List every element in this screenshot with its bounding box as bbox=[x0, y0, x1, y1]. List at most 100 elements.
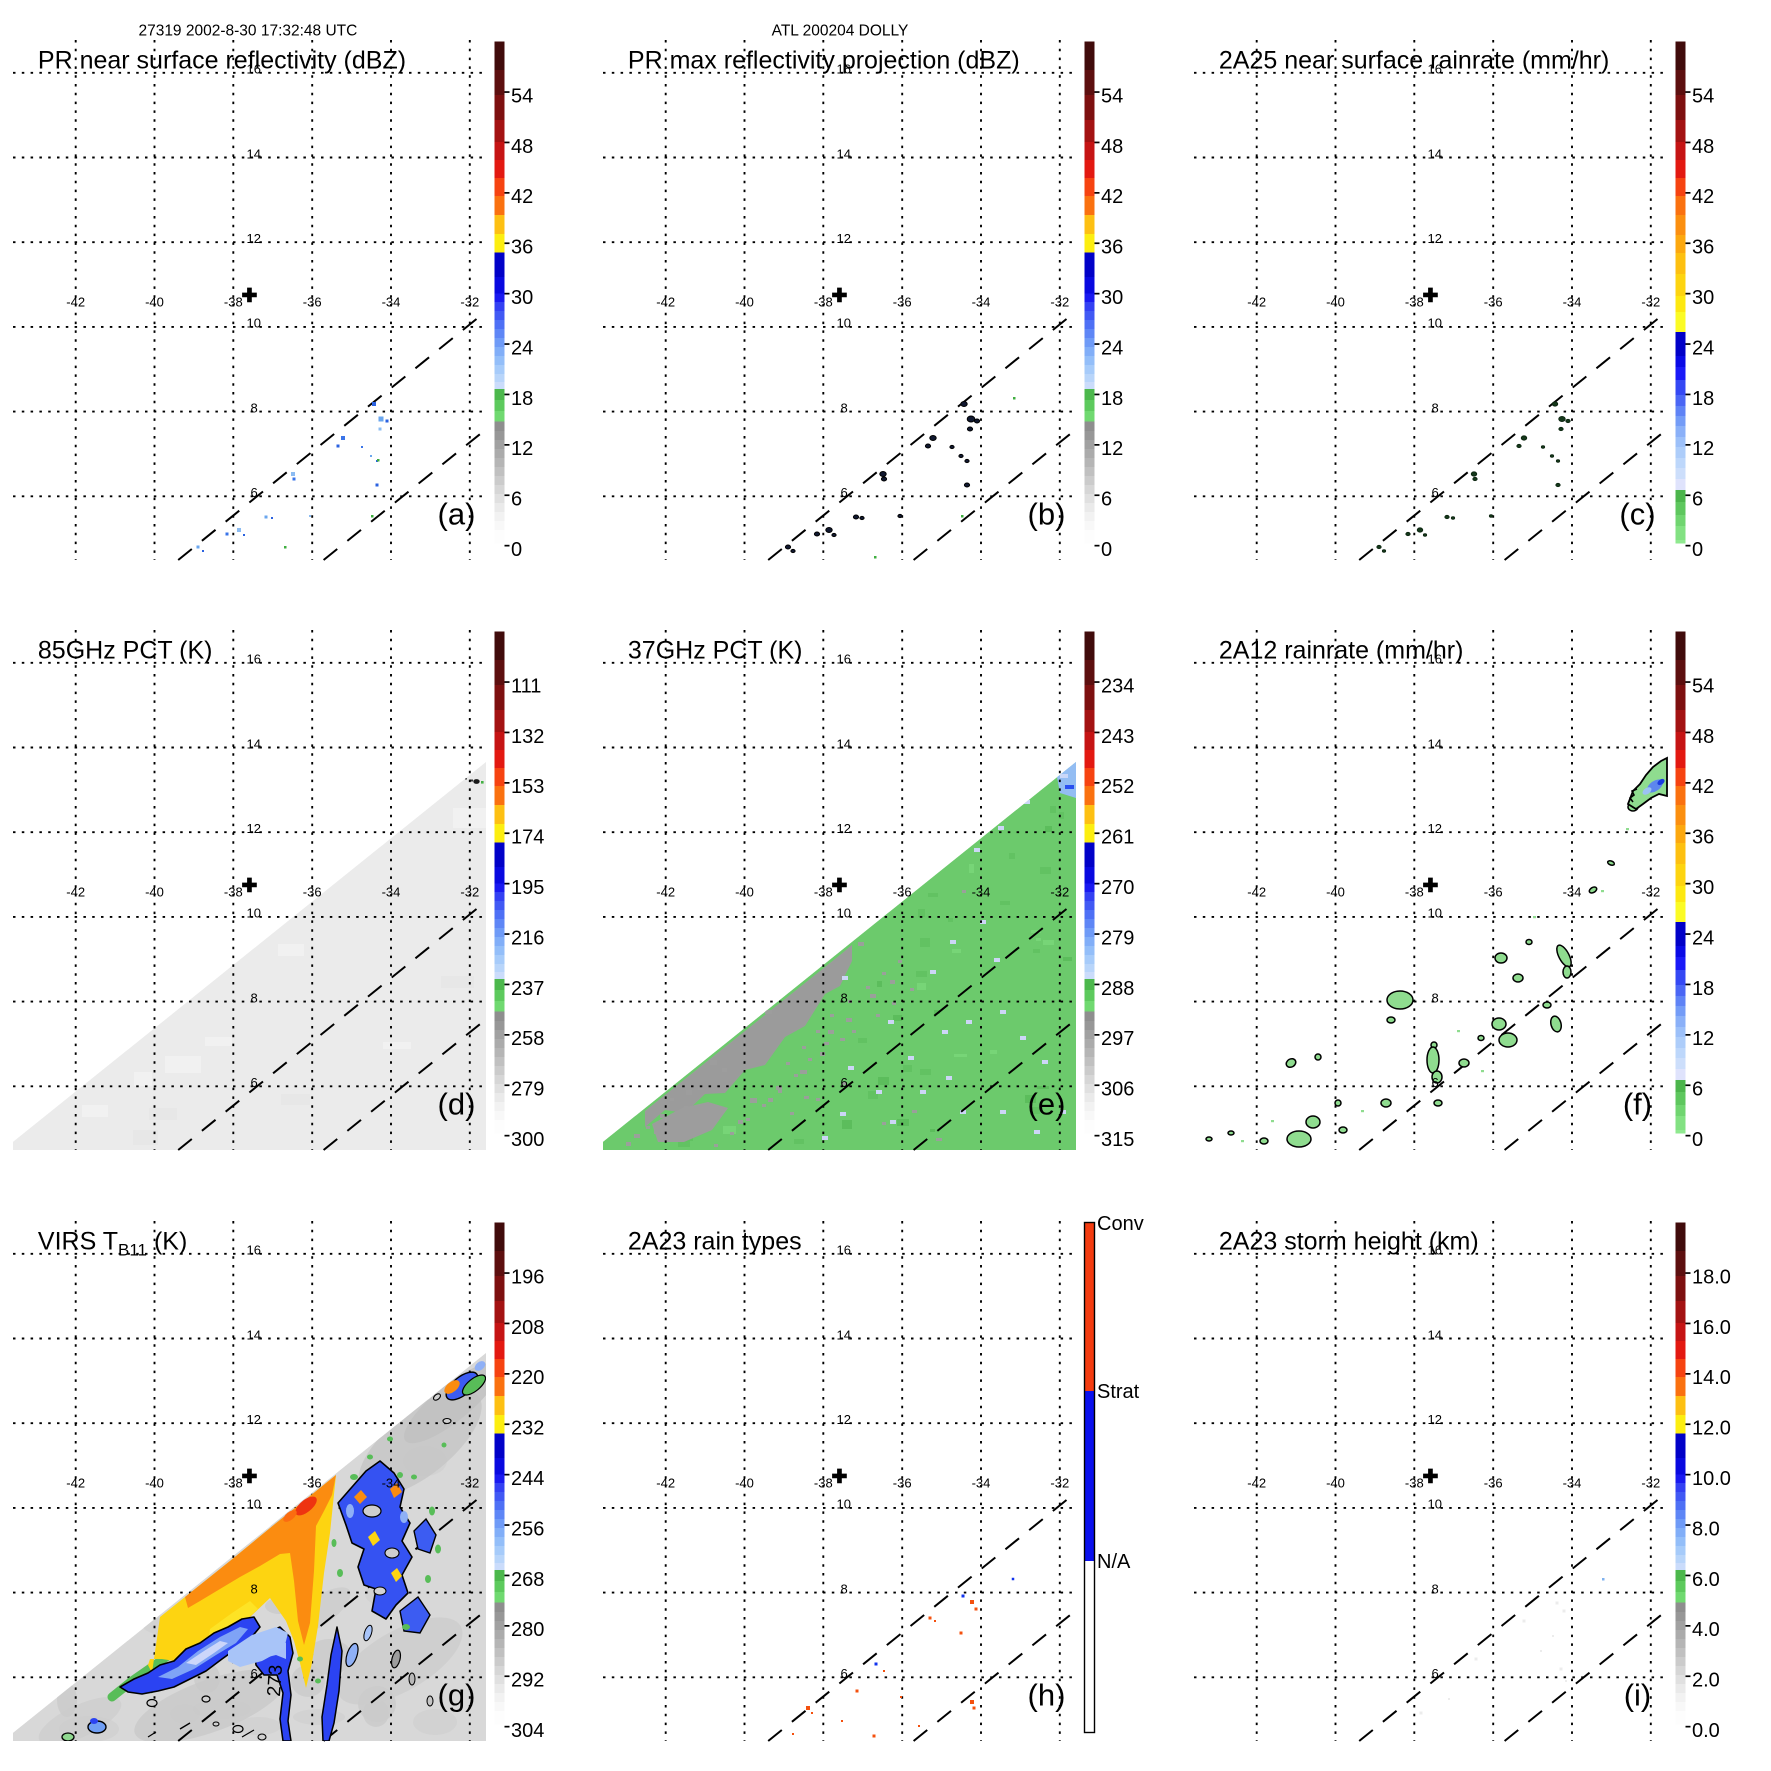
svg-text:-32: -32 bbox=[1051, 295, 1070, 310]
svg-text:14: 14 bbox=[247, 146, 261, 161]
svg-text:12: 12 bbox=[1427, 1412, 1441, 1427]
svg-text:216: 216 bbox=[511, 928, 544, 950]
svg-text:-36: -36 bbox=[1483, 1475, 1502, 1490]
svg-text:6: 6 bbox=[841, 1666, 848, 1681]
svg-text:30: 30 bbox=[1101, 287, 1123, 309]
svg-text:Conv: Conv bbox=[1097, 1213, 1144, 1235]
svg-text:12: 12 bbox=[837, 231, 851, 246]
svg-text:14: 14 bbox=[837, 1327, 851, 1342]
svg-text:-38: -38 bbox=[1405, 885, 1424, 900]
svg-text:PR near surface reflectivity (: PR near surface reflectivity (dBZ) bbox=[38, 47, 406, 75]
svg-text:6: 6 bbox=[1431, 485, 1438, 500]
svg-text:14: 14 bbox=[1427, 737, 1441, 752]
svg-text:24: 24 bbox=[1101, 337, 1123, 359]
svg-text:10.0: 10.0 bbox=[1692, 1468, 1731, 1490]
svg-text:288: 288 bbox=[1101, 978, 1134, 1000]
svg-text:-32: -32 bbox=[1641, 1475, 1660, 1490]
svg-text:-32: -32 bbox=[460, 295, 479, 310]
svg-text:-38: -38 bbox=[814, 1475, 833, 1490]
svg-text:220: 220 bbox=[511, 1367, 544, 1389]
svg-text:237: 237 bbox=[511, 978, 544, 1000]
svg-text:111: 111 bbox=[511, 676, 541, 698]
svg-text:-36: -36 bbox=[893, 1475, 912, 1490]
svg-text:0.0: 0.0 bbox=[1692, 1720, 1720, 1742]
svg-text:-34: -34 bbox=[972, 295, 991, 310]
svg-text:85GHz PCT (K): 85GHz PCT (K) bbox=[38, 637, 213, 665]
svg-text:-32: -32 bbox=[1641, 885, 1660, 900]
svg-text:30: 30 bbox=[1692, 287, 1714, 309]
svg-text:16: 16 bbox=[837, 62, 851, 77]
svg-text:24: 24 bbox=[511, 337, 533, 359]
svg-text:174: 174 bbox=[511, 827, 544, 849]
svg-text:10: 10 bbox=[837, 1496, 851, 1511]
svg-text:36: 36 bbox=[1101, 237, 1123, 259]
svg-text:315: 315 bbox=[1101, 1129, 1134, 1151]
svg-text:42: 42 bbox=[511, 186, 533, 208]
svg-text:-32: -32 bbox=[1051, 885, 1070, 900]
svg-text:-42: -42 bbox=[1247, 885, 1266, 900]
svg-text:54: 54 bbox=[1692, 676, 1714, 698]
svg-text:Strat: Strat bbox=[1097, 1381, 1140, 1403]
svg-text:-40: -40 bbox=[1326, 295, 1345, 310]
svg-text:304: 304 bbox=[511, 1720, 544, 1742]
svg-text:14: 14 bbox=[247, 737, 261, 752]
svg-text:54: 54 bbox=[1101, 85, 1123, 107]
svg-text:12: 12 bbox=[1692, 438, 1714, 460]
svg-text:268: 268 bbox=[511, 1568, 544, 1590]
svg-text:8: 8 bbox=[251, 400, 258, 415]
svg-text:-40: -40 bbox=[145, 1475, 164, 1490]
svg-text:16: 16 bbox=[1427, 1242, 1441, 1257]
svg-text:-36: -36 bbox=[893, 295, 912, 310]
svg-text:12.0: 12.0 bbox=[1692, 1417, 1731, 1439]
svg-text:-42: -42 bbox=[1247, 295, 1266, 310]
svg-text:10: 10 bbox=[837, 316, 851, 331]
svg-text:12: 12 bbox=[1427, 231, 1441, 246]
svg-text:0: 0 bbox=[1692, 539, 1703, 561]
svg-text:-40: -40 bbox=[1326, 885, 1345, 900]
svg-text:-32: -32 bbox=[460, 1475, 479, 1490]
svg-text:-38: -38 bbox=[814, 885, 833, 900]
svg-text:10: 10 bbox=[1427, 906, 1441, 921]
svg-text:12: 12 bbox=[247, 1412, 261, 1427]
svg-text:-34: -34 bbox=[382, 1475, 401, 1490]
svg-text:252: 252 bbox=[1101, 776, 1134, 798]
svg-text:232: 232 bbox=[511, 1417, 544, 1439]
svg-text:8: 8 bbox=[841, 1581, 848, 1596]
svg-text:-40: -40 bbox=[1326, 1475, 1345, 1490]
svg-text:36: 36 bbox=[1692, 237, 1714, 259]
svg-text:-38: -38 bbox=[224, 295, 243, 310]
svg-text:36: 36 bbox=[1692, 827, 1714, 849]
svg-text:PR max reflectivity projection: PR max reflectivity projection (dBZ) bbox=[628, 47, 1020, 75]
svg-text:-40: -40 bbox=[735, 295, 754, 310]
svg-text:16: 16 bbox=[1427, 62, 1441, 77]
svg-text:18: 18 bbox=[511, 388, 533, 410]
svg-text:-38: -38 bbox=[224, 1475, 243, 1490]
svg-text:-38: -38 bbox=[1405, 295, 1424, 310]
svg-text:-34: -34 bbox=[382, 885, 401, 900]
svg-text:-38: -38 bbox=[224, 885, 243, 900]
svg-text:6: 6 bbox=[1692, 1079, 1703, 1101]
svg-text:42: 42 bbox=[1692, 776, 1714, 798]
svg-text:18: 18 bbox=[1101, 388, 1123, 410]
svg-text:10: 10 bbox=[247, 1496, 261, 1511]
svg-text:30: 30 bbox=[1692, 877, 1714, 899]
svg-text:16: 16 bbox=[247, 1242, 261, 1257]
svg-text:14: 14 bbox=[837, 737, 851, 752]
svg-text:(b): (b) bbox=[1028, 497, 1066, 532]
svg-text:16: 16 bbox=[247, 652, 261, 667]
svg-text:8: 8 bbox=[1431, 991, 1438, 1006]
svg-text:10: 10 bbox=[1427, 1496, 1441, 1511]
svg-text:-36: -36 bbox=[303, 295, 322, 310]
svg-text:2A23 rain types: 2A23 rain types bbox=[628, 1227, 802, 1255]
svg-text:10: 10 bbox=[837, 906, 851, 921]
svg-text:6: 6 bbox=[1431, 1666, 1438, 1681]
svg-text:8: 8 bbox=[841, 400, 848, 415]
svg-text:48: 48 bbox=[511, 136, 533, 158]
svg-text:-42: -42 bbox=[66, 885, 85, 900]
svg-text:(i): (i) bbox=[1623, 1677, 1651, 1712]
svg-text:-42: -42 bbox=[657, 295, 676, 310]
svg-text:-42: -42 bbox=[657, 885, 676, 900]
svg-text:30: 30 bbox=[511, 287, 533, 309]
svg-text:6: 6 bbox=[841, 485, 848, 500]
svg-text:N/A: N/A bbox=[1097, 1551, 1131, 1573]
